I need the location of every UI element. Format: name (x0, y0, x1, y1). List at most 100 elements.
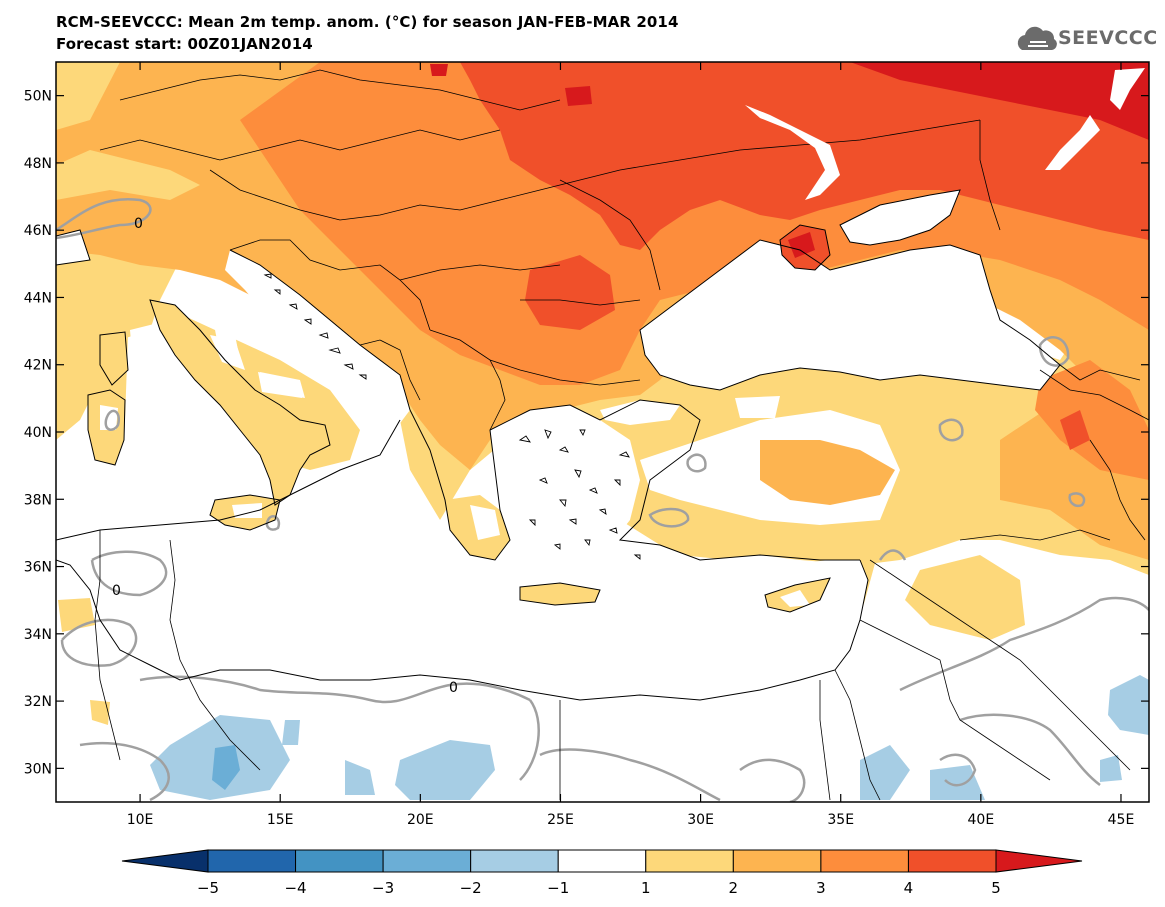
zero-contour-line (1068, 492, 1086, 507)
zero-contour-line (899, 596, 1149, 692)
zero-contour-line (878, 549, 907, 561)
colorbar-bin (382, 849, 472, 873)
country-borders (94, 69, 1149, 801)
peloponnese-land-neutral (470, 505, 500, 540)
zero-contour-line (739, 758, 806, 802)
zero-contour-line (939, 753, 977, 787)
lat-tick-label: 32N (24, 694, 52, 710)
zero-contours (56, 197, 1149, 802)
anomaly-region-2to3 (56, 150, 200, 200)
coastline (56, 419, 401, 541)
anomaly-region-minus1to2 (1108, 675, 1149, 735)
zero-contour-line (959, 713, 1101, 786)
anomaly-region-minus1to2 (282, 720, 300, 745)
colorbar-bin (295, 849, 384, 873)
lat-tick-label: 50N (24, 89, 52, 105)
anomaly-region-minus1to2 (860, 745, 910, 800)
colorbar-legend: −5 −4 −3 −2 −1 1 2 3 4 5 (121, 849, 1083, 897)
lat-tick-label: 40N (24, 425, 52, 441)
zero-contour-line (686, 453, 707, 473)
bay-of-biscay-white (56, 230, 90, 265)
cyprus-land-neutral (780, 590, 810, 607)
lon-tick-label: 30E (687, 812, 714, 828)
colorbar-label: −5 (197, 879, 219, 897)
map-title: RCM-SEEVCCC: Mean 2m temp. anom. (°C) fo… (56, 13, 679, 31)
contour-label: 0 (449, 680, 458, 696)
lat-tick-label: 42N (24, 358, 52, 374)
italy-land-neutral (210, 335, 245, 370)
coastline (779, 224, 831, 271)
crimea-land-dark (788, 232, 815, 258)
tyrrhenian-sea (130, 320, 270, 490)
coastline (764, 577, 831, 613)
lat-tick-label: 34N (24, 627, 52, 643)
anomaly-region-above5 (850, 62, 1149, 140)
anomaly-region-above5 (565, 86, 592, 106)
lat-tick-label: 44N (24, 290, 52, 306)
coastline (839, 189, 961, 246)
coastline (519, 582, 601, 606)
coastline (56, 559, 869, 701)
anomaly-region-2to3 (56, 62, 120, 130)
colorbar-bin (995, 849, 1083, 873)
aegean-sea (490, 405, 640, 565)
zero-contour-line (79, 741, 170, 802)
anomaly-region-neutral (735, 396, 780, 418)
colorbar-label: −4 (284, 879, 306, 897)
colorbar-bin (121, 849, 209, 873)
colorbar-label: 1 (641, 879, 651, 897)
lon-tick-label: 45E (1108, 812, 1135, 828)
anomaly-region-1to2 (90, 700, 110, 725)
ice-lakes (745, 68, 1145, 200)
lon-tick-label: 40E (968, 812, 995, 828)
logo-text: SEEVCCC (1058, 27, 1158, 49)
corsica-land (100, 332, 128, 385)
contour-label: 0 (134, 216, 143, 232)
anomaly-region-4to5 (1060, 410, 1090, 450)
zero-contour-line (519, 699, 540, 781)
italy-land-neutral (258, 372, 302, 398)
lat-tick-label: 46N (24, 223, 52, 239)
coastline (99, 331, 129, 386)
marmara-sea (600, 400, 680, 425)
cloud-icon (1017, 26, 1057, 50)
black-sea (640, 240, 1060, 390)
latitude-axis: 50N 48N 46N 44N 42N 40N 38N 36N 34N 32N 30N (24, 89, 1149, 777)
coastline (209, 494, 281, 531)
anomaly-region-1to2 (905, 555, 1025, 640)
colorbar-label: 3 (816, 879, 826, 897)
lon-tick-label: 35E (827, 812, 854, 828)
contour-label: 0 (112, 583, 121, 599)
lon-tick-label: 10E (127, 812, 154, 828)
zero-contour-line (539, 748, 721, 802)
zero-contour-line (1038, 336, 1070, 367)
anomaly-region-minus2to3 (212, 745, 240, 790)
colorbar-bin (557, 849, 647, 873)
colorbar-bin (207, 849, 297, 873)
anomaly-region-4to5 (460, 62, 1149, 250)
colorbar-label: 2 (729, 879, 739, 897)
colorbar-label: −1 (547, 879, 569, 897)
azov-sea (840, 190, 960, 245)
crete-land (520, 583, 600, 605)
lat-tick-label: 36N (24, 560, 52, 576)
lon-tick-label: 20E (407, 812, 434, 828)
lon-tick-label: 25E (547, 812, 574, 828)
adriatic-sea (225, 250, 410, 430)
zero-contour-line (938, 418, 964, 442)
italy-land (150, 300, 330, 505)
coastline (56, 229, 91, 266)
anomaly-region-minus1to2 (930, 765, 985, 800)
colorbar-bin (645, 849, 734, 873)
zero-contour-line (265, 515, 281, 531)
longitude-axis: 10E 15E 20E 25E 30E 35E 40E 45E (127, 62, 1135, 828)
zero-contour-line (104, 409, 121, 431)
forecast-start-label: Forecast start: 00Z01JAN2014 (56, 35, 313, 53)
colorbar-bin (470, 849, 559, 873)
anomaly-region-minus1to2 (395, 740, 495, 800)
colorbar-label: −3 (372, 879, 394, 897)
coastline (149, 299, 331, 506)
colorbar-bin (907, 849, 997, 873)
anomaly-region-minus1to2 (1100, 755, 1122, 782)
colorbar-label: 4 (904, 879, 914, 897)
